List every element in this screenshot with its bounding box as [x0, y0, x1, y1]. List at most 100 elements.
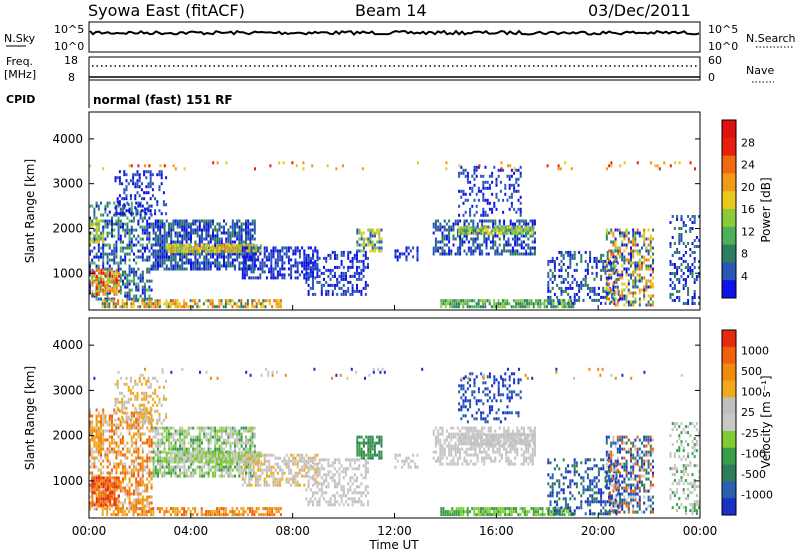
- heatmap-cell: [270, 249, 273, 253]
- heatmap-cell: [187, 459, 190, 463]
- heatmap-cell: [551, 256, 554, 260]
- heatmap-cell: [520, 240, 523, 244]
- heatmap-cell: [122, 465, 124, 469]
- heatmap-cell: [143, 418, 146, 422]
- heatmap-cell: [135, 438, 138, 442]
- heatmap-cell: [108, 273, 111, 277]
- heatmap-cell: [634, 231, 637, 235]
- heatmap-cell: [309, 256, 312, 260]
- heatmap-cell: [632, 234, 635, 238]
- heatmap-cell: [501, 305, 504, 309]
- heatmap-cell: [119, 261, 122, 265]
- heatmap-cell: [149, 197, 152, 201]
- heatmap-cell: [257, 299, 260, 303]
- heatmap-cell: [240, 222, 243, 226]
- heatmap-cell: [275, 299, 278, 303]
- heatmap-cell: [621, 255, 624, 259]
- heatmap-cell: [528, 226, 531, 230]
- heatmap-cell: [143, 421, 146, 425]
- heatmap-cell: [526, 299, 529, 303]
- heatmap-cell: [89, 288, 91, 292]
- heatmap-cell: [282, 161, 285, 165]
- heatmap-cell: [632, 237, 635, 241]
- heatmap-cell: [198, 429, 201, 433]
- heatmap-cell: [141, 465, 144, 469]
- heatmap-cell: [170, 471, 173, 475]
- heatmap-cell: [198, 438, 201, 442]
- heatmap-cell: [89, 411, 91, 415]
- heatmap-cell: [125, 418, 128, 422]
- heatmap-cell: [503, 249, 506, 253]
- heatmap-cell: [214, 435, 217, 439]
- heatmap-cell: [520, 219, 523, 223]
- heatmap-cell: [176, 252, 179, 256]
- heatmap-cell: [257, 276, 260, 280]
- heatmap-cell: [144, 216, 146, 220]
- heatmap-cell: [201, 429, 203, 433]
- heatmap-cell: [139, 201, 142, 205]
- heatmap-cell: [605, 291, 608, 295]
- heatmap-cell: [148, 504, 151, 508]
- heatmap-cell: [305, 264, 308, 268]
- heatmap-cell: [111, 503, 114, 507]
- heatmap-cell: [251, 258, 254, 262]
- heatmap-cell: [467, 240, 470, 244]
- heatmap-cell: [144, 291, 146, 295]
- heatmap-cell: [123, 302, 126, 306]
- heatmap-cell: [515, 177, 518, 181]
- heatmap-cell: [621, 282, 624, 286]
- heatmap-cell: [459, 249, 462, 253]
- heatmap-cell: [240, 426, 243, 430]
- heatmap-cell: [130, 270, 133, 274]
- heatmap-cell: [106, 204, 109, 208]
- heatmap-cell: [605, 294, 608, 298]
- heatmap-cell: [102, 258, 105, 262]
- heatmap-cell: [97, 264, 100, 268]
- heatmap-cell: [493, 229, 496, 233]
- heatmap-cell: [240, 261, 243, 265]
- heatmap-cell: [187, 426, 190, 430]
- heatmap-cell: [137, 447, 140, 451]
- heatmap-cell: [551, 286, 554, 290]
- heatmap-cell: [218, 228, 221, 232]
- heatmap-cell: [259, 252, 262, 256]
- heatmap-cell: [227, 302, 230, 306]
- heatmap-cell: [216, 244, 218, 248]
- heatmap-cell: [126, 246, 129, 250]
- heatmap-cell: [137, 222, 140, 226]
- heatmap-cell: [276, 264, 279, 268]
- heatmap-cell: [335, 167, 338, 171]
- y-tick-label: 1000: [52, 266, 83, 280]
- heatmap-cell: [117, 302, 120, 306]
- heatmap-cell: [632, 300, 635, 304]
- heatmap-cell: [119, 279, 122, 283]
- heatmap-cell: [539, 305, 542, 309]
- heatmap-cell: [146, 234, 149, 238]
- heatmap-cell: [530, 299, 533, 303]
- heatmap-cell: [165, 219, 168, 223]
- heatmap-cell: [638, 267, 641, 271]
- heatmap-cell: [128, 432, 131, 436]
- heatmap-cell: [630, 276, 632, 280]
- heatmap-cell: [209, 429, 212, 433]
- heatmap-cell: [489, 246, 492, 250]
- heatmap-cell: [625, 258, 628, 262]
- heatmap-cell: [128, 237, 131, 241]
- heatmap-cell: [136, 209, 139, 213]
- heatmap-cell: [612, 249, 615, 253]
- heatmap-cell: [154, 459, 157, 463]
- heatmap-cell: [135, 285, 138, 289]
- heatmap-cell: [238, 474, 241, 478]
- heatmap-cell: [638, 288, 641, 292]
- heatmap-cell: [137, 234, 140, 238]
- heatmap-cell: [227, 471, 230, 475]
- heatmap-cell: [140, 415, 143, 419]
- heatmap-cell: [106, 286, 109, 290]
- heatmap-cell: [463, 234, 466, 238]
- heatmap-cell: [139, 444, 142, 448]
- heatmap-cell: [360, 277, 363, 281]
- heatmap-cell: [595, 262, 598, 266]
- heatmap-cell: [89, 270, 91, 274]
- heatmap-cell: [203, 264, 206, 268]
- heatmap-cell: [119, 255, 122, 259]
